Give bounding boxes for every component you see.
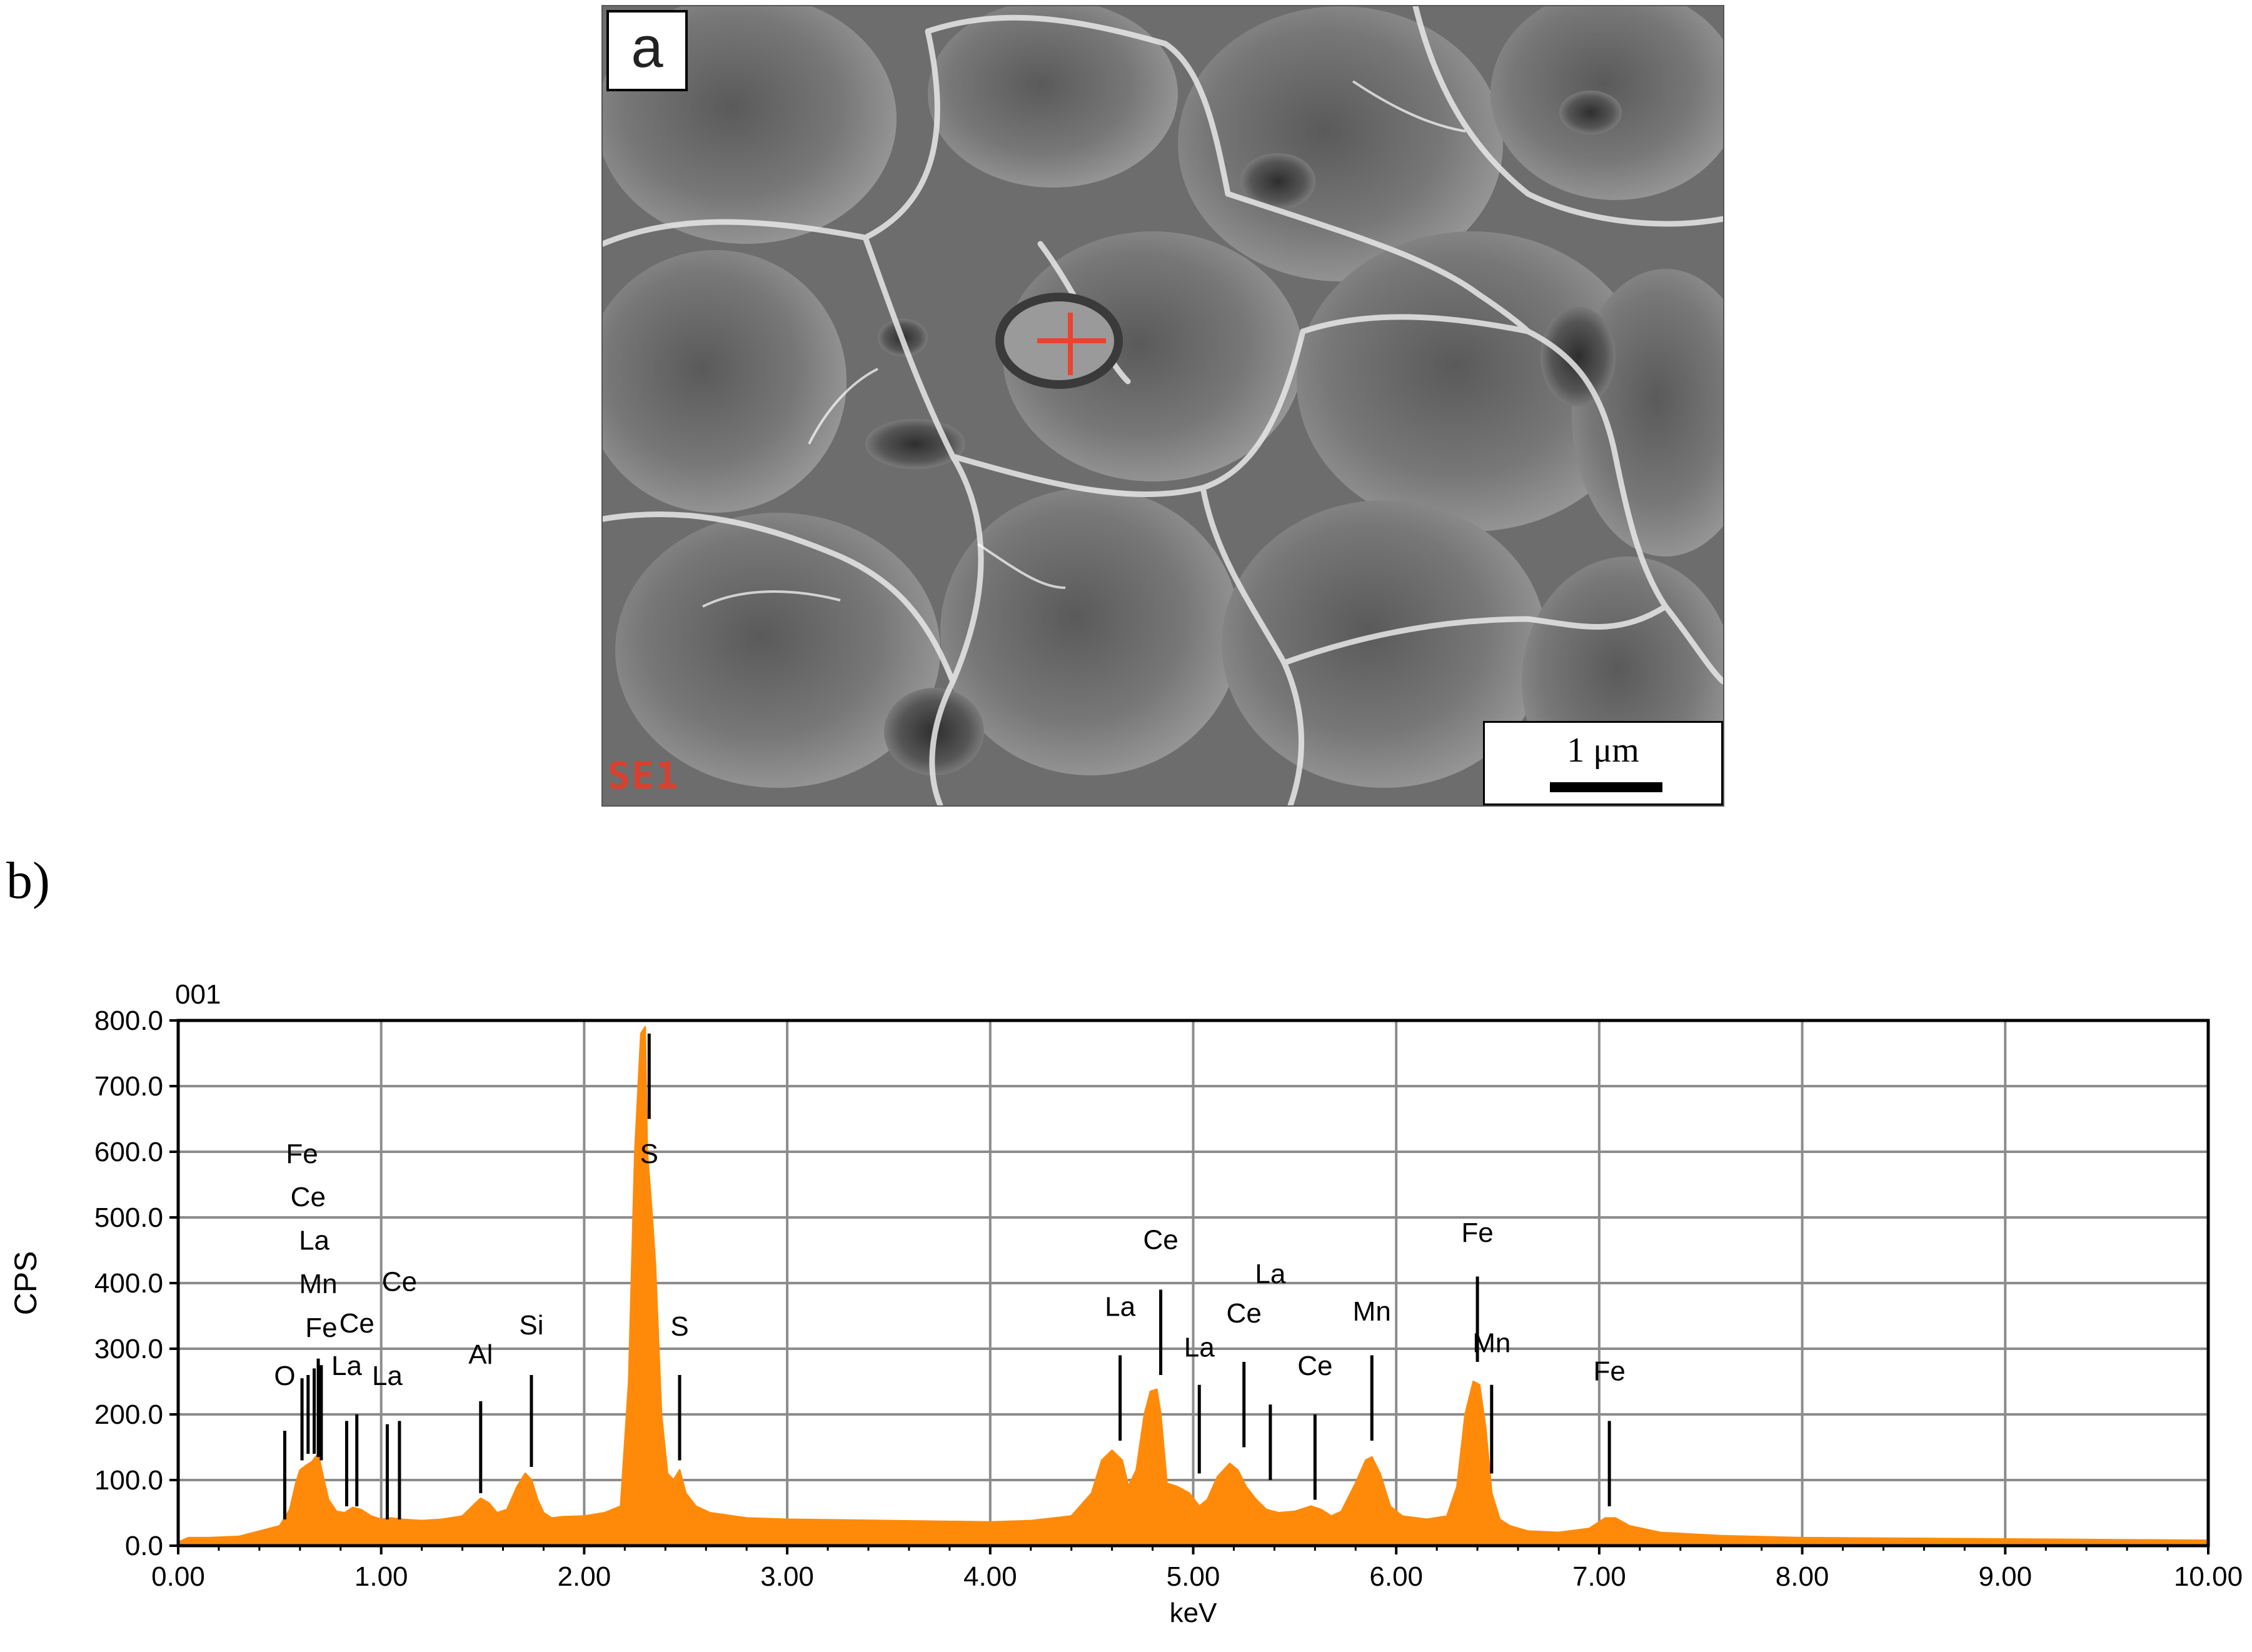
detector-label: SE1 xyxy=(608,754,680,798)
x-axis-label: keV xyxy=(1170,1598,1217,1628)
peak-label: Mn xyxy=(1472,1327,1511,1358)
x-tick-label: 2.00 xyxy=(558,1561,611,1592)
x-tick-label: 8.00 xyxy=(1776,1561,1829,1592)
y-axis-label: CPS xyxy=(8,1251,43,1316)
peak-label: La xyxy=(1255,1259,1285,1289)
x-tick-label: 6.00 xyxy=(1369,1561,1423,1592)
panel-a-label: a xyxy=(606,10,688,91)
peak-label: Fe xyxy=(305,1312,337,1343)
scale-bar: 1 μm xyxy=(1483,721,1723,805)
panel-b-label: b) xyxy=(6,852,50,910)
peak-label: Mn xyxy=(1353,1296,1391,1327)
peak-label: O xyxy=(274,1361,295,1391)
peak-label: Fe xyxy=(1593,1356,1625,1386)
y-tick-label: 400.0 xyxy=(94,1268,163,1299)
scale-bar-line xyxy=(1550,782,1662,792)
x-tick-label: 10.00 xyxy=(2174,1561,2243,1592)
sem-micrograph xyxy=(603,6,1723,805)
x-tick-label: 7.00 xyxy=(1572,1561,1626,1592)
peak-label: La xyxy=(299,1225,329,1256)
peak-label: Ce xyxy=(382,1267,417,1297)
peak-label: Ce xyxy=(1143,1224,1178,1255)
x-tick-label: 9.00 xyxy=(1978,1561,2032,1592)
peak-label: Ce xyxy=(339,1308,374,1339)
peak-label: La xyxy=(1184,1332,1215,1363)
sem-image-panel: a SE1 1 μm xyxy=(601,5,1724,807)
peak-label: S xyxy=(640,1139,658,1169)
y-tick-label: 500.0 xyxy=(94,1202,163,1233)
x-tick-label: 1.00 xyxy=(354,1561,408,1592)
eds-spectrum-chart: OFeCeLaMnFeLaCeLaCeAlSiSSLaCeLaCeLaCeMnF… xyxy=(8,979,2243,1628)
y-tick-label: 600.0 xyxy=(94,1137,163,1167)
y-tick-label: 200.0 xyxy=(94,1399,163,1430)
peak-label: La xyxy=(372,1361,403,1391)
x-tick-label: 0.00 xyxy=(151,1561,205,1592)
spectrum-area xyxy=(177,1026,2209,1547)
peak-label: Fe xyxy=(286,1139,318,1169)
peak-labels: OFeCeLaMnFeLaCeLaCeAlSiSSLaCeLaCeLaCeMnF… xyxy=(274,1034,1626,1519)
peak-label: Ce xyxy=(291,1182,326,1212)
y-tick-label: 700.0 xyxy=(94,1071,163,1102)
peak-label: Ce xyxy=(1297,1351,1332,1381)
y-tick-label: 100.0 xyxy=(94,1465,163,1496)
spectrum-id: 001 xyxy=(175,979,221,1010)
peak-label: Mn xyxy=(299,1269,337,1299)
peak-label: Ce xyxy=(1227,1298,1262,1329)
peak-label: Si xyxy=(519,1310,543,1341)
peak-label: Al xyxy=(468,1339,493,1370)
axis-ticks: 0.00 1.00 2.00 3.00 4.00 5.00 6.00 7.00 8.00 9.00… xyxy=(94,1005,2243,1592)
y-tick-label: 300.0 xyxy=(94,1334,163,1364)
peak-label: S xyxy=(670,1311,688,1342)
x-tick-label: 4.00 xyxy=(963,1561,1017,1592)
chart-grid xyxy=(177,1019,2209,1547)
y-tick-label: 800.0 xyxy=(94,1005,163,1036)
peak-label: Fe xyxy=(1461,1217,1493,1248)
peak-label: La xyxy=(1105,1292,1135,1322)
x-tick-label: 3.00 xyxy=(760,1561,814,1592)
spectrum-series xyxy=(177,1026,2209,1547)
y-tick-label: 0.0 xyxy=(125,1531,163,1561)
scale-bar-text: 1 μm xyxy=(1567,731,1639,770)
peak-label: La xyxy=(331,1351,362,1381)
crosshair-marker xyxy=(1037,313,1106,375)
x-tick-label: 5.00 xyxy=(1167,1561,1220,1592)
